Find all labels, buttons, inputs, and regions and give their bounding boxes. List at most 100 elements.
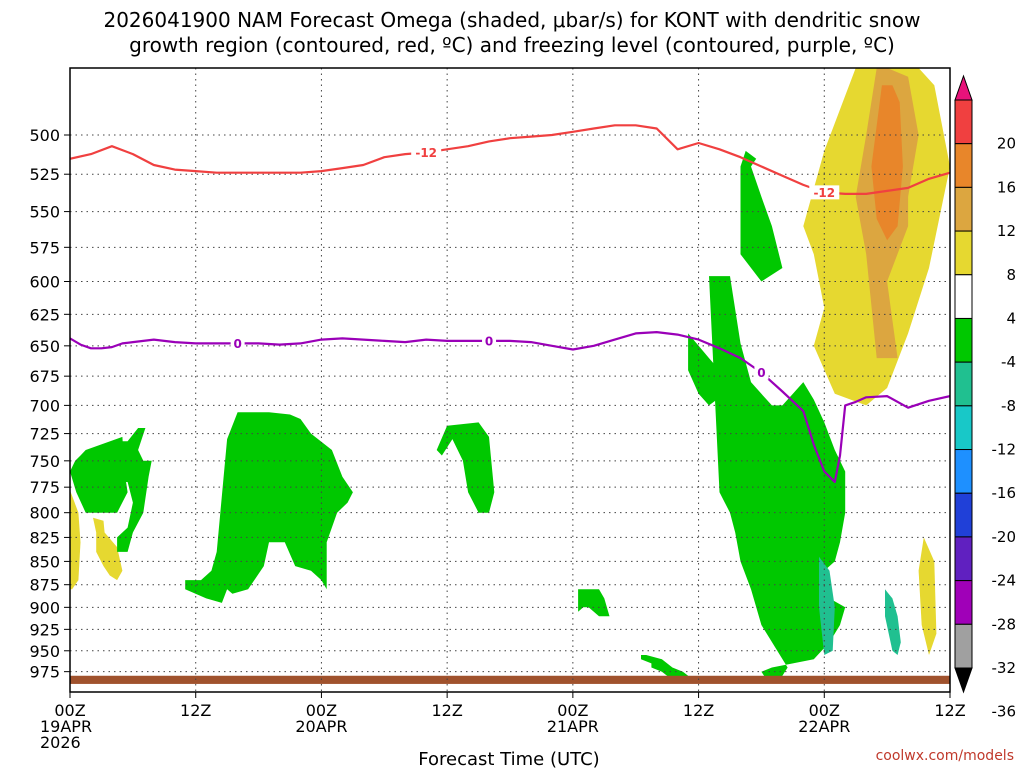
y-tick-label-675: 675: [29, 367, 60, 386]
omega-shading: [70, 68, 950, 680]
y-tick-label-625: 625: [29, 305, 60, 324]
colorbar-segment-12: [954, 623, 973, 669]
colorbar-label-7: -12: [992, 441, 1017, 459]
x-tick-label-72-2: 22APR: [798, 717, 850, 736]
x-tick-label-24-2: 20APR: [295, 717, 347, 736]
omega-region-13: [709, 276, 846, 680]
isotherm-contours: -12 -12 0 0 0: [70, 124, 950, 484]
x-tick-label-12-1: 12Z: [180, 701, 211, 720]
terrain-layer: [70, 675, 950, 684]
omega-region-11: [572, 589, 610, 617]
y-tick-label-875: 875: [29, 576, 60, 595]
colorbar-label-8: -16: [992, 484, 1017, 502]
x-axis-title: Forecast Time (UTC): [418, 749, 599, 768]
colorbar-label-2: 12: [997, 222, 1016, 240]
colorbar: 20 16 12 8 4 -4 -8 -12 -16 -20 -24 -28 -32 -36: [954, 74, 1017, 721]
colorbar-label-0: 20: [997, 135, 1016, 153]
colorbar-segment-11: [954, 580, 973, 625]
y-tick-label-925: 925: [29, 620, 60, 639]
omega-region-10: [70, 436, 128, 513]
colorbar-label-5: -4: [1001, 353, 1016, 371]
omega-region-7: [117, 428, 152, 552]
colorbar-label-10: -24: [992, 572, 1017, 590]
omega-region-4: [918, 537, 937, 655]
isotherm-minus12-label-bg-0: [411, 145, 442, 160]
colorbar-label-9: -20: [992, 528, 1017, 546]
y-tick-label-500: 500: [29, 126, 60, 145]
isotherm-zero-label-0: 0: [233, 337, 241, 351]
omega-region-14: [740, 150, 783, 282]
isotherm-zero-line: [70, 331, 950, 484]
colorbar-segment-2: [954, 186, 973, 232]
x-tick-label-0-2: 19APR: [40, 717, 92, 736]
isotherm-zero-label-bg-2: [754, 365, 769, 380]
colorbar-label-11: -28: [992, 615, 1017, 633]
y-tick-label-700: 700: [29, 396, 60, 415]
colorbar-segment-1: [954, 143, 973, 188]
colorbar-label-13: -36: [992, 703, 1017, 721]
omega-region-9: [436, 422, 495, 513]
colorbar-bottom-triangle: [954, 667, 973, 694]
colorbar-label-3: 8: [1006, 266, 1016, 284]
x-tick-label-24-1: 00Z: [306, 701, 337, 720]
y-tick-label-900: 900: [29, 598, 60, 617]
y-axis: 500 525 550 575 600 625 650 675 700 725 750 775 800 8…: [29, 126, 70, 682]
y-tick-label-975: 975: [29, 663, 60, 682]
colorbar-segment-4: [954, 274, 973, 319]
omega-region-5: [70, 490, 81, 590]
x-tick-label-84-1: 12Z: [934, 701, 965, 720]
chart-title-line2: growth region (contoured, red, ºC) and f…: [129, 33, 895, 57]
isotherm-minus12-label-0: -12: [415, 146, 437, 160]
y-tick-label-950: 950: [29, 642, 60, 661]
isotherm-minus12-label-bg-1: [809, 185, 840, 200]
colorbar-segment-5: [954, 317, 973, 363]
credit-text: coolwx.com/models: [876, 748, 1014, 764]
colorbar-segment-7: [954, 405, 973, 451]
omega-region-2: [871, 85, 903, 241]
colorbar-label-1: 16: [997, 178, 1016, 196]
gridlines: [70, 68, 950, 692]
y-tick-label-750: 750: [29, 452, 60, 471]
colorbar-segment-0: [954, 99, 973, 145]
colorbar-top-triangle: [954, 74, 973, 101]
omega-region-8: [185, 412, 353, 603]
x-tick-label-0-1: 00Z: [54, 701, 85, 720]
isotherm-zero-label-bg-0: [230, 336, 245, 351]
x-tick-label-48-1: 00Z: [557, 701, 588, 720]
colorbar-label-4: 4: [1006, 309, 1016, 327]
y-tick-label-575: 575: [29, 238, 60, 257]
isotherm-zero-label-1: 0: [485, 334, 493, 348]
colorbar-segment-8: [954, 449, 973, 494]
y-tick-label-850: 850: [29, 552, 60, 571]
y-tick-label-825: 825: [29, 528, 60, 547]
x-tick-label-0-3: 2026: [40, 733, 81, 752]
omega-region-17: [885, 589, 901, 655]
omega-region-15: [688, 333, 725, 406]
x-tick-label-72-1: 00Z: [809, 701, 840, 720]
isotherm-minus12-line: [70, 124, 950, 195]
y-tick-label-550: 550: [29, 203, 60, 222]
isotherm-minus12-label-1: -12: [813, 186, 835, 200]
omega-region-6: [93, 517, 123, 581]
y-tick-label-800: 800: [29, 504, 60, 523]
y-tick-label-525: 525: [29, 165, 60, 184]
y-tick-label-725: 725: [29, 425, 60, 444]
x-tick-label-36-1: 12Z: [431, 701, 462, 720]
colorbar-segment-3: [954, 230, 973, 276]
plot-frame: [69, 67, 951, 693]
x-tick-label-60-1: 12Z: [683, 701, 714, 720]
omega-region-12: [641, 655, 689, 680]
isotherm-zero-label-2: 0: [757, 366, 765, 380]
y-tick-label-650: 650: [29, 337, 60, 356]
x-tick-label-48-2: 21APR: [547, 717, 599, 736]
terrain-band: [70, 675, 950, 684]
y-tick-label-600: 600: [29, 273, 60, 292]
colorbar-label-6: -8: [1001, 397, 1016, 415]
isotherm-zero-label-bg-1: [482, 333, 497, 348]
colorbar-segment-6: [954, 361, 973, 407]
chart-title-line1: 2026041900 NAM Forecast Omega (shaded, μ…: [103, 8, 920, 32]
colorbar-segment-10: [954, 536, 973, 582]
omega-region-16: [819, 556, 835, 655]
